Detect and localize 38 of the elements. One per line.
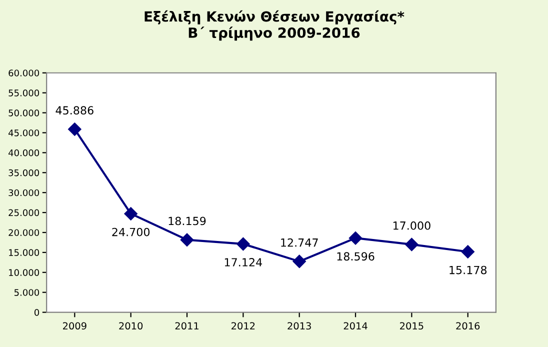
point [292, 254, 306, 268]
x-tick-label: 2013 [288, 322, 311, 330]
data-label: 17.124 [224, 258, 262, 266]
point [180, 233, 194, 246]
point [461, 245, 474, 258]
point [348, 232, 362, 245]
data-label: 24.700 [112, 228, 150, 236]
data-label: 18.159 [168, 216, 206, 226]
x-tick-label: 2010 [119, 322, 143, 330]
data-label: 15.178 [450, 266, 487, 274]
point [124, 207, 138, 220]
point [68, 122, 82, 136]
point [236, 237, 250, 251]
x-tick-label: 2015 [400, 322, 424, 330]
data-label: 45.886 [56, 106, 94, 115]
chart-title: Εξέλιξη Κενών Θέσεων Εργασίας* Β΄ τρίμηνο 2009-2016 [144, 10, 404, 41]
x-tick-label: 2016 [456, 322, 480, 330]
y-tick-label: 60.000 [8, 70, 40, 76]
point [405, 238, 418, 252]
x-tick-label: 2012 [232, 322, 255, 330]
y-tick-label: 35.000 [8, 169, 40, 176]
y-tick-label: 0 [34, 309, 40, 316]
data-label: 18.596 [337, 252, 374, 261]
y-tick-label: 50.000 [8, 110, 40, 116]
data-label: 12.747 [281, 238, 318, 247]
x-tick-label: 2014 [344, 322, 368, 330]
y-tick-label: 30.000 [8, 189, 40, 196]
y-tick-label: 55.000 [8, 90, 40, 96]
x-tick-label: 2009 [63, 322, 86, 330]
data-label: 17.000 [393, 221, 430, 230]
y-tick-label: 25.000 [8, 209, 40, 216]
y-tick-label: 20.000 [8, 229, 40, 236]
x-tick-label: 2011 [175, 322, 198, 330]
y-tick-label: 5.000 [14, 289, 40, 296]
y-tick-label: 45.000 [8, 129, 40, 136]
y-tick-label: 10.000 [9, 269, 40, 276]
y-tick-label: 40.000 [8, 149, 40, 156]
y-tick-label: 15.000 [9, 249, 40, 256]
